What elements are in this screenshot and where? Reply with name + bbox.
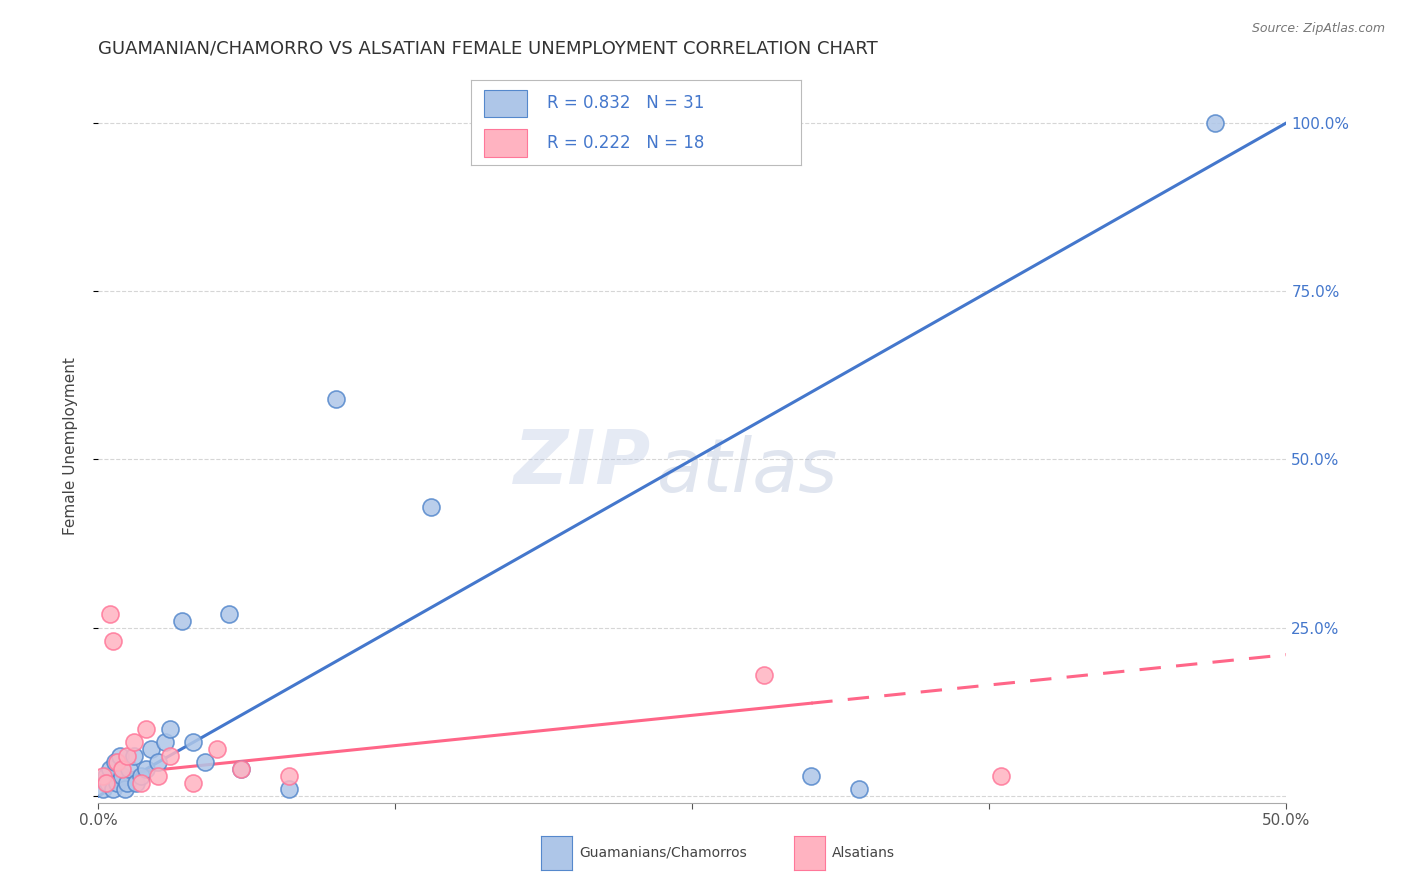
Text: Source: ZipAtlas.com: Source: ZipAtlas.com xyxy=(1251,22,1385,36)
Text: ZIP: ZIP xyxy=(513,427,651,500)
Point xyxy=(207,742,229,756)
Point xyxy=(139,742,162,756)
Point xyxy=(101,634,124,648)
Point xyxy=(111,762,134,776)
Point xyxy=(135,762,157,776)
Point xyxy=(135,722,157,736)
Point xyxy=(97,775,120,789)
Point xyxy=(122,735,145,749)
Point xyxy=(752,668,775,682)
FancyBboxPatch shape xyxy=(484,129,527,157)
Point xyxy=(91,769,114,783)
Point xyxy=(98,762,121,776)
Point xyxy=(990,769,1012,783)
Point xyxy=(107,756,129,770)
Point xyxy=(848,782,870,797)
Point xyxy=(94,769,117,783)
Text: Alsatians: Alsatians xyxy=(832,846,896,860)
Text: R = 0.832   N = 31: R = 0.832 N = 31 xyxy=(547,95,704,112)
Point xyxy=(104,756,127,770)
Point xyxy=(111,769,134,783)
Point xyxy=(94,775,117,789)
FancyBboxPatch shape xyxy=(484,89,527,117)
Point xyxy=(800,769,823,783)
Point xyxy=(194,756,217,770)
Y-axis label: Female Unemployment: Female Unemployment xyxy=(63,357,77,535)
Point xyxy=(153,735,176,749)
Point xyxy=(115,748,138,763)
Text: atlas: atlas xyxy=(657,435,838,507)
Point xyxy=(118,762,141,776)
Point xyxy=(229,762,252,776)
Point xyxy=(277,769,299,783)
Point xyxy=(420,500,443,514)
Point xyxy=(115,775,138,789)
Point xyxy=(101,782,124,797)
Text: Guamanians/Chamorros: Guamanians/Chamorros xyxy=(579,846,747,860)
Point xyxy=(1204,116,1226,130)
Point xyxy=(159,722,181,736)
Point xyxy=(98,607,121,622)
Text: GUAMANIAN/CHAMORRO VS ALSATIAN FEMALE UNEMPLOYMENT CORRELATION CHART: GUAMANIAN/CHAMORRO VS ALSATIAN FEMALE UN… xyxy=(98,40,879,58)
Point xyxy=(325,392,347,406)
Point xyxy=(108,748,131,763)
Point xyxy=(229,762,252,776)
Point xyxy=(107,775,129,789)
Point xyxy=(218,607,240,622)
Point xyxy=(183,775,205,789)
Point xyxy=(122,748,145,763)
Point xyxy=(129,769,152,783)
Point xyxy=(170,614,193,628)
Point xyxy=(91,782,114,797)
Point xyxy=(159,748,181,763)
Text: R = 0.222   N = 18: R = 0.222 N = 18 xyxy=(547,134,704,152)
Point xyxy=(183,735,205,749)
Point xyxy=(129,775,152,789)
Point xyxy=(114,782,136,797)
Point xyxy=(277,782,299,797)
Point xyxy=(125,775,148,789)
Point xyxy=(146,769,169,783)
Point xyxy=(146,756,169,770)
